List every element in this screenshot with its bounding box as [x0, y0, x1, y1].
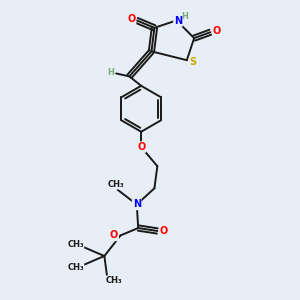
- Text: O: O: [213, 26, 221, 36]
- Text: O: O: [110, 230, 118, 240]
- Text: H: H: [107, 68, 114, 77]
- Text: S: S: [190, 57, 197, 67]
- Text: O: O: [127, 14, 136, 24]
- Text: H: H: [181, 12, 188, 21]
- Text: O: O: [160, 226, 168, 236]
- Text: CH₃: CH₃: [106, 276, 122, 285]
- Text: CH₃: CH₃: [108, 180, 124, 189]
- Text: CH₃: CH₃: [67, 263, 84, 272]
- Text: N: N: [174, 16, 182, 26]
- Text: O: O: [137, 142, 145, 152]
- Text: CH₃: CH₃: [67, 240, 84, 249]
- Text: N: N: [133, 200, 141, 209]
